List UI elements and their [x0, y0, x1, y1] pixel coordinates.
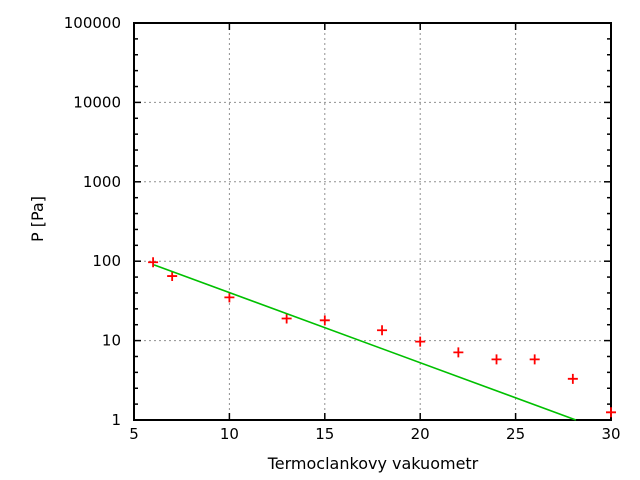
data-point-plus-marker — [606, 407, 616, 418]
y-tick-label: 1 — [111, 411, 121, 429]
data-point-plus-marker — [148, 257, 159, 268]
x-axis-title: Termoclankovy vakuometr — [267, 454, 479, 473]
data-point-plus-marker — [453, 347, 464, 358]
data-point-plus-marker — [567, 373, 578, 384]
fit-line — [153, 264, 577, 421]
grid-lines — [134, 23, 611, 420]
y-tick-label: 1000 — [83, 173, 121, 191]
y-tick-label: 10000 — [73, 93, 121, 111]
y-axis-title: P [Pa] — [28, 196, 47, 242]
data-point-plus-marker — [167, 271, 178, 282]
x-tick-label: 20 — [411, 425, 430, 443]
y-tick-label: 10 — [102, 332, 121, 350]
y-tick-label: 100000 — [64, 14, 121, 32]
measured-points — [148, 257, 616, 418]
y-tick-label: 100 — [92, 252, 121, 270]
x-tick-label: 15 — [315, 425, 334, 443]
data-point-plus-marker — [415, 336, 426, 347]
x-tick-label: 25 — [506, 425, 525, 443]
data-point-plus-marker — [319, 315, 330, 326]
x-tick-label: 10 — [220, 425, 239, 443]
data-point-plus-marker — [281, 313, 292, 324]
plot-border — [133, 22, 612, 421]
x-tick-label: 5 — [129, 425, 139, 443]
data-point-plus-marker — [529, 354, 540, 365]
data-point-plus-marker — [377, 325, 388, 336]
x-tick-label: 30 — [601, 425, 620, 443]
tick-marks — [133, 22, 612, 421]
data-point-plus-marker — [491, 354, 502, 365]
tick-labels: 1 10 100 1000 10000 100000 5 10 15 20 25 30 — [64, 14, 621, 443]
data-point-plus-marker — [224, 292, 235, 303]
